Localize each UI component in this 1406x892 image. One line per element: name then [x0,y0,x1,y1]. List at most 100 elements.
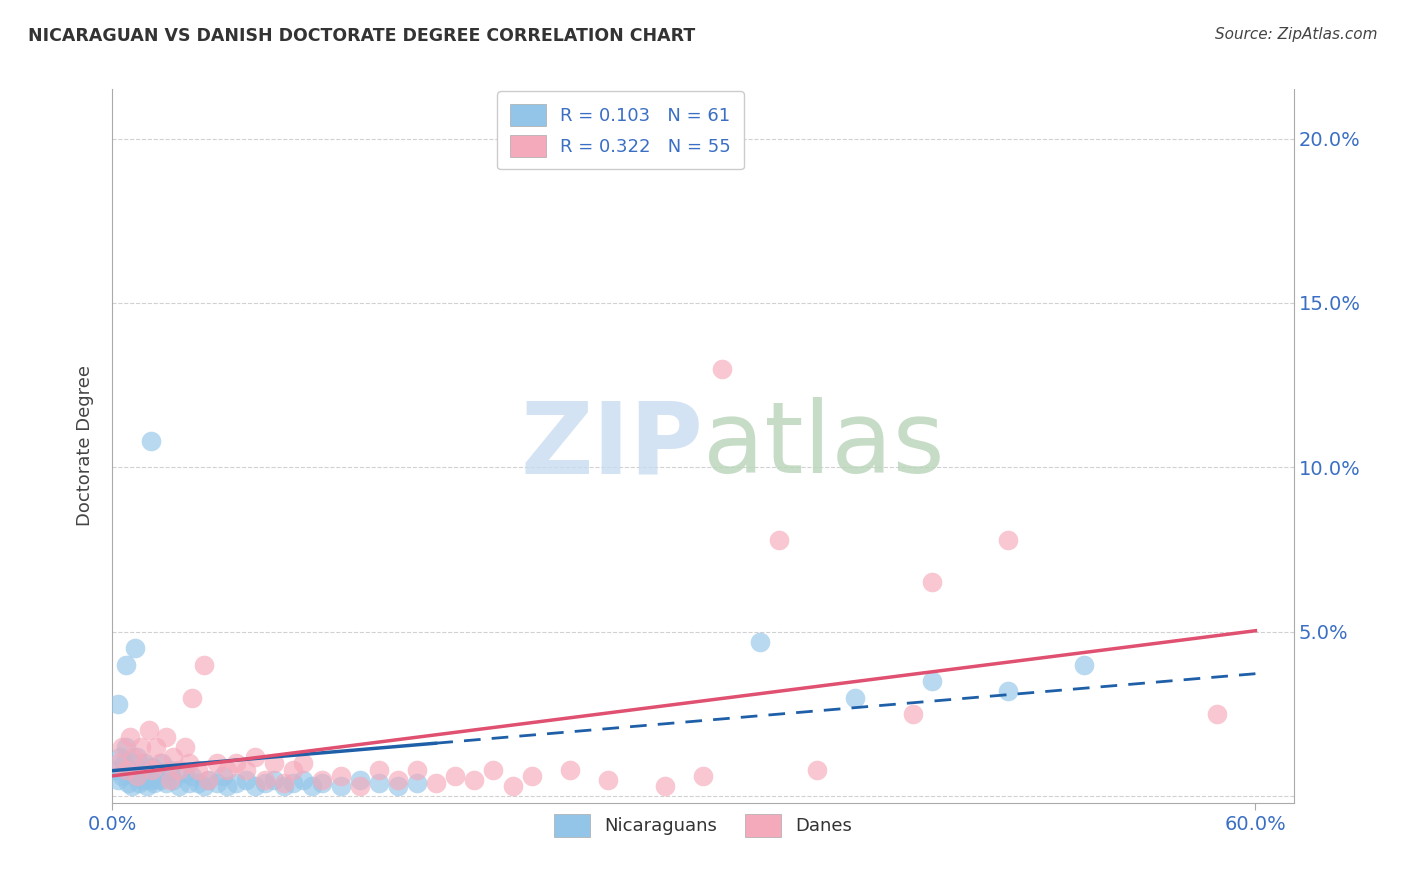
Point [197,772,219,787]
Point [207,756,229,771]
Point [596,772,619,787]
Point [141,763,163,777]
Point [291,772,314,787]
Point [311,776,333,790]
Point [173,739,195,754]
Point [921,674,943,689]
Point [141,759,163,773]
Point [1073,657,1095,672]
Point [159,763,181,777]
Point [128,776,150,790]
Point [111,770,134,784]
Point [129,739,152,754]
Point [235,772,257,787]
Point [181,770,204,784]
Point [112,756,135,771]
Point [118,763,141,777]
Point [108,749,131,764]
Point [806,763,828,777]
Point [692,770,714,784]
Point [132,772,155,787]
Point [349,780,371,794]
Point [149,756,172,771]
Text: atlas: atlas [703,398,945,494]
Point [283,763,305,777]
Point [149,772,172,787]
Point [368,776,391,790]
Point [997,533,1019,547]
Legend: Nicaraguans, Danes: Nicaraguans, Danes [547,807,859,844]
Point [127,770,149,784]
Point [138,723,160,738]
Point [162,749,184,764]
Point [273,776,295,790]
Point [463,772,485,787]
Point [197,772,219,787]
Point [749,634,772,648]
Point [425,776,447,790]
Point [311,772,333,787]
Point [368,763,391,777]
Point [283,776,305,790]
Point [177,756,200,771]
Point [105,763,128,777]
Point [127,749,149,764]
Point [520,770,543,784]
Y-axis label: Doctorate Degree: Doctorate Degree [76,366,94,526]
Point [482,763,505,777]
Point [187,763,209,777]
Point [406,763,429,777]
Point [301,780,323,794]
Point [225,776,247,790]
Point [901,706,924,721]
Point [150,756,173,771]
Point [111,739,134,754]
Point [330,770,353,784]
Point [114,763,136,777]
Point [134,756,156,771]
Point [502,780,524,794]
Point [107,697,129,711]
Point [225,756,247,771]
Point [124,770,146,784]
Point [167,780,190,794]
Point [387,772,409,787]
Point [444,770,467,784]
Point [215,780,238,794]
Point [114,739,136,754]
Point [1206,706,1229,721]
Point [273,780,295,794]
Point [143,776,166,790]
Point [349,772,371,787]
Point [187,776,209,790]
Point [997,684,1019,698]
Point [145,763,167,777]
Point [134,756,156,771]
Point [107,756,129,771]
Point [145,739,167,754]
Point [139,772,162,787]
Point [162,772,184,787]
Text: NICARAGUAN VS DANISH DOCTORATE DEGREE CORRELATION CHART: NICARAGUAN VS DANISH DOCTORATE DEGREE CO… [28,27,696,45]
Point [330,780,353,794]
Point [167,763,190,777]
Point [215,763,238,777]
Point [558,763,581,777]
Point [159,772,181,787]
Point [121,780,143,794]
Point [118,730,141,744]
Point [263,756,285,771]
Point [107,772,129,787]
Point [253,772,276,787]
Point [406,776,429,790]
Point [181,690,204,705]
Point [212,770,235,784]
Point [135,780,157,794]
Point [207,776,229,790]
Point [844,690,866,705]
Point [235,763,257,777]
Point [129,763,152,777]
Point [117,776,139,790]
Point [711,361,734,376]
Point [122,756,145,771]
